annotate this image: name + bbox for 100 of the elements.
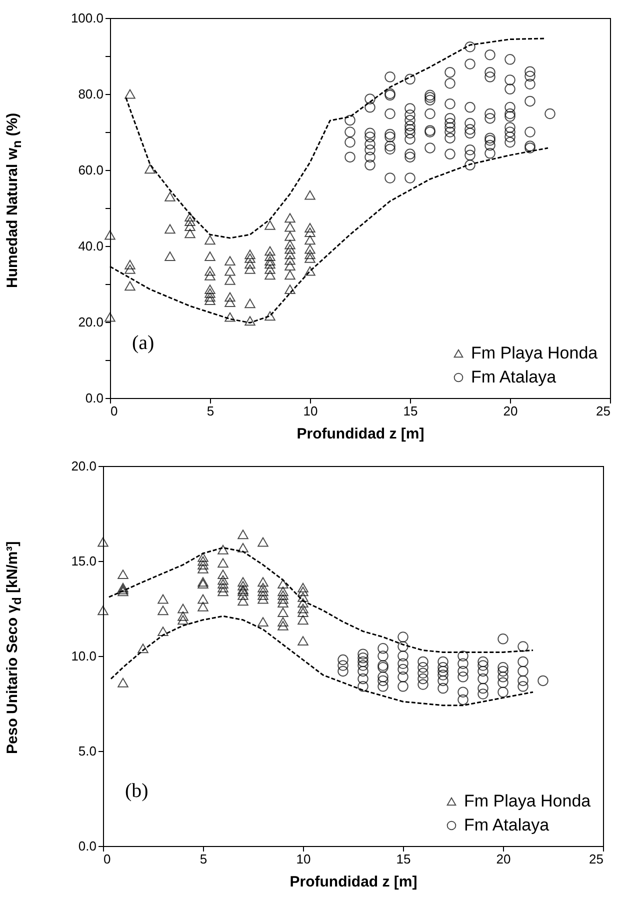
point xyxy=(258,537,268,547)
point xyxy=(98,537,108,547)
point xyxy=(378,643,388,654)
point xyxy=(258,590,268,600)
point xyxy=(338,666,348,677)
point xyxy=(244,316,256,326)
point xyxy=(244,264,256,274)
point xyxy=(304,190,316,200)
point xyxy=(498,666,508,677)
point xyxy=(144,164,156,174)
point xyxy=(204,292,216,302)
point xyxy=(258,582,268,592)
legend-label: Fm Atalaya xyxy=(471,368,557,386)
point xyxy=(184,216,196,226)
point xyxy=(378,672,388,682)
point xyxy=(304,223,316,232)
point xyxy=(478,666,488,677)
point xyxy=(478,660,488,671)
point xyxy=(418,679,428,690)
y-tick-label: 20.0 xyxy=(71,458,96,474)
point xyxy=(264,220,276,230)
point xyxy=(398,641,408,652)
point xyxy=(118,570,128,580)
point xyxy=(304,228,316,238)
point xyxy=(304,235,316,245)
point xyxy=(278,594,288,604)
point xyxy=(124,260,136,270)
point xyxy=(164,224,176,234)
point xyxy=(518,681,528,692)
point xyxy=(418,662,428,673)
point xyxy=(458,666,468,677)
point xyxy=(358,673,368,684)
point xyxy=(304,250,316,260)
point xyxy=(264,252,276,261)
point xyxy=(124,89,136,99)
point xyxy=(458,650,468,662)
point xyxy=(298,604,308,614)
point xyxy=(224,256,236,266)
point xyxy=(178,604,188,614)
point xyxy=(218,575,228,585)
point xyxy=(438,666,448,677)
point xyxy=(438,662,448,673)
point xyxy=(338,654,348,666)
point xyxy=(278,608,288,618)
point xyxy=(284,250,296,260)
y-tick-label: 80.0 xyxy=(78,86,104,102)
annotation: (b) xyxy=(125,780,148,802)
point xyxy=(338,660,348,671)
point xyxy=(378,650,388,662)
point xyxy=(118,678,128,688)
point xyxy=(378,681,388,692)
point xyxy=(158,606,168,616)
point xyxy=(238,580,248,590)
point xyxy=(518,666,528,677)
point xyxy=(204,266,216,276)
point xyxy=(98,606,108,616)
point xyxy=(224,298,236,307)
point xyxy=(418,673,428,684)
x-tick-label: 25 xyxy=(596,404,610,418)
point xyxy=(458,658,468,669)
point xyxy=(238,577,248,587)
point xyxy=(224,292,236,302)
point xyxy=(204,252,216,261)
point xyxy=(278,586,288,596)
point xyxy=(498,686,508,698)
point xyxy=(398,681,408,692)
point xyxy=(218,558,228,568)
point xyxy=(284,244,296,254)
x-tick-label: 10 xyxy=(296,852,311,866)
point xyxy=(358,681,368,692)
point xyxy=(284,284,296,294)
point xyxy=(304,253,316,263)
point xyxy=(264,270,276,280)
point xyxy=(264,246,276,256)
point xyxy=(238,530,248,540)
point xyxy=(284,231,296,241)
point xyxy=(278,579,288,589)
point xyxy=(184,212,196,222)
point xyxy=(104,230,116,240)
point xyxy=(258,577,268,587)
point xyxy=(218,586,228,596)
point xyxy=(238,596,248,606)
point xyxy=(124,264,136,274)
point xyxy=(198,552,208,562)
point xyxy=(278,590,288,600)
point xyxy=(398,650,408,662)
point xyxy=(244,250,256,260)
point xyxy=(298,615,308,625)
point xyxy=(438,670,448,680)
point xyxy=(264,259,276,269)
x-tick-label: 5 xyxy=(200,852,208,866)
point xyxy=(298,598,308,608)
point xyxy=(218,570,228,580)
point xyxy=(224,312,236,322)
point xyxy=(398,664,408,675)
y-tick-label: 15.0 xyxy=(71,554,96,568)
point xyxy=(198,560,208,570)
point xyxy=(298,582,308,592)
y-tick-label: 0.0 xyxy=(78,838,96,854)
point xyxy=(418,668,428,678)
